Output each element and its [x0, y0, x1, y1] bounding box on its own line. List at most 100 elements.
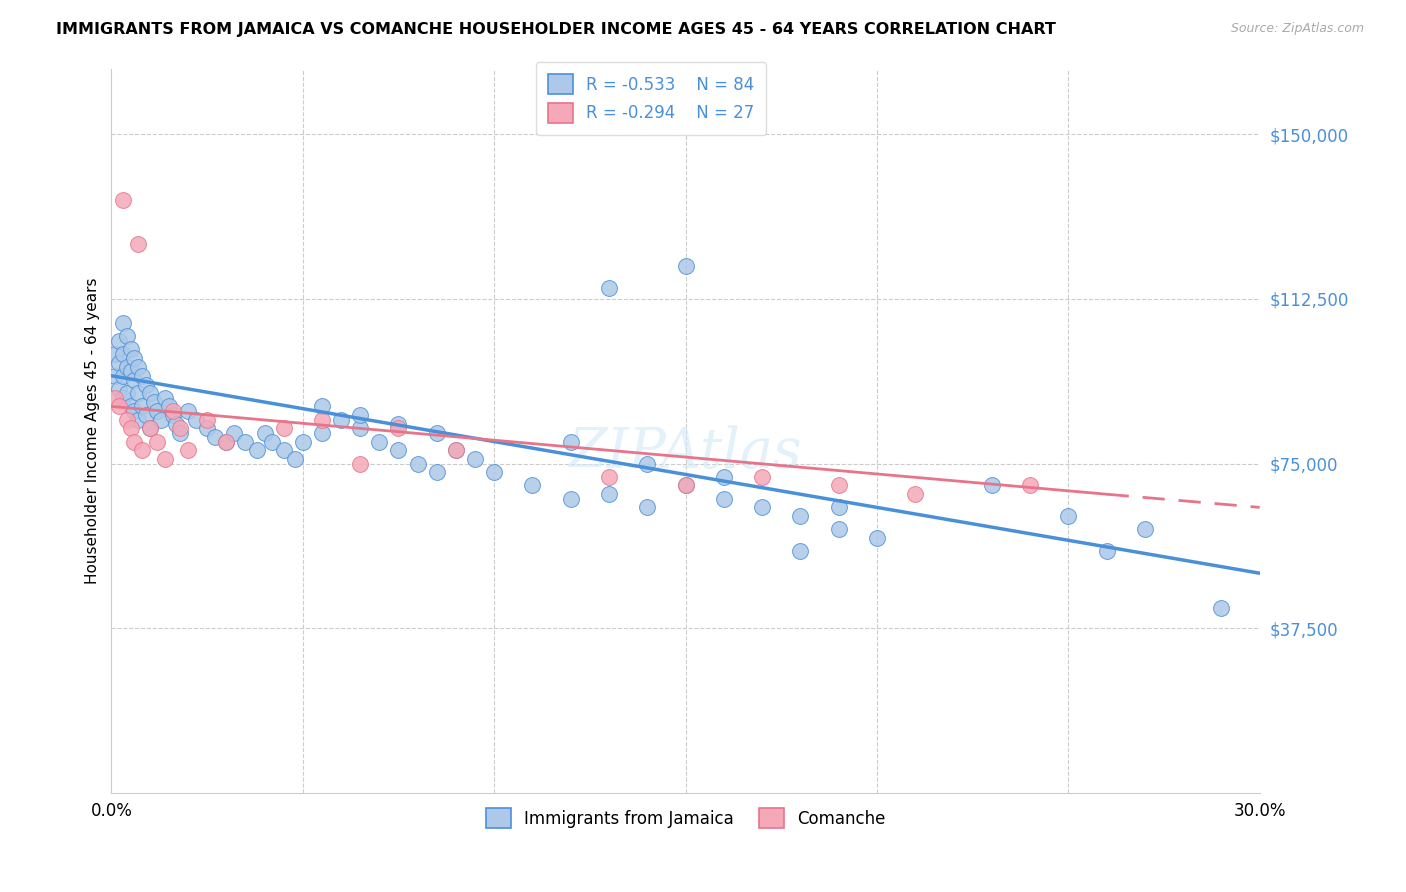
Point: [124, 404, 146, 418]
Point: [177, 443, 200, 458]
Point: [195, 421, 218, 435]
Point: [108, 400, 131, 414]
Point: [127, 359, 149, 374]
Point: [387, 443, 409, 458]
Point: [291, 434, 314, 449]
Point: [426, 425, 449, 440]
Legend: Immigrants from Jamaica, Comanche: Immigrants from Jamaica, Comanche: [479, 801, 893, 835]
Point: [789, 509, 811, 524]
Point: [273, 421, 295, 435]
Point: [522, 478, 544, 492]
Point: [104, 391, 127, 405]
Point: [111, 193, 134, 207]
Point: [104, 347, 127, 361]
Point: [127, 412, 149, 426]
Point: [177, 404, 200, 418]
Point: [142, 395, 165, 409]
Point: [120, 421, 142, 435]
Point: [387, 417, 409, 431]
Point: [153, 391, 176, 405]
Point: [124, 434, 146, 449]
Point: [215, 434, 238, 449]
Point: [124, 351, 146, 366]
Point: [284, 452, 307, 467]
Point: [104, 368, 127, 383]
Point: [169, 425, 191, 440]
Point: [135, 409, 157, 423]
Point: [675, 478, 697, 492]
Point: [273, 443, 295, 458]
Point: [1019, 478, 1042, 492]
Point: [215, 434, 238, 449]
Point: [980, 478, 1002, 492]
Point: [406, 457, 429, 471]
Point: [138, 386, 160, 401]
Point: [598, 469, 620, 483]
Point: [222, 425, 245, 440]
Point: [246, 443, 269, 458]
Point: [204, 430, 226, 444]
Point: [444, 443, 467, 458]
Point: [1057, 509, 1080, 524]
Point: [115, 329, 138, 343]
Point: [636, 500, 658, 515]
Point: [1095, 544, 1118, 558]
Point: [111, 368, 134, 383]
Point: [162, 404, 184, 418]
Point: [124, 373, 146, 387]
Point: [127, 237, 149, 252]
Point: [138, 421, 160, 435]
Point: [368, 434, 391, 449]
Point: [311, 412, 333, 426]
Point: [827, 500, 849, 515]
Point: [169, 421, 191, 435]
Point: [120, 364, 142, 378]
Point: [131, 368, 153, 383]
Point: [146, 404, 169, 418]
Point: [262, 434, 284, 449]
Point: [482, 465, 505, 479]
Point: [138, 421, 160, 435]
Point: [789, 544, 811, 558]
Y-axis label: Householder Income Ages 45 - 64 years: Householder Income Ages 45 - 64 years: [86, 277, 100, 584]
Point: [115, 412, 138, 426]
Point: [311, 400, 333, 414]
Point: [1133, 522, 1156, 536]
Point: [120, 400, 142, 414]
Point: [111, 316, 134, 330]
Text: ZIPAtlas: ZIPAtlas: [569, 425, 803, 480]
Point: [135, 377, 157, 392]
Point: [904, 487, 927, 501]
Point: [108, 382, 131, 396]
Point: [184, 412, 207, 426]
Point: [150, 412, 173, 426]
Point: [235, 434, 257, 449]
Point: [444, 443, 467, 458]
Point: [827, 478, 849, 492]
Point: [111, 391, 134, 405]
Point: [349, 457, 371, 471]
Point: [387, 421, 409, 435]
Point: [713, 469, 735, 483]
Point: [426, 465, 449, 479]
Point: [153, 452, 176, 467]
Point: [108, 334, 131, 348]
Point: [675, 478, 697, 492]
Text: IMMIGRANTS FROM JAMAICA VS COMANCHE HOUSEHOLDER INCOME AGES 45 - 64 YEARS CORREL: IMMIGRANTS FROM JAMAICA VS COMANCHE HOUS…: [56, 22, 1056, 37]
Point: [598, 281, 620, 295]
Point: [349, 421, 371, 435]
Point: [253, 425, 276, 440]
Point: [751, 469, 773, 483]
Point: [1211, 601, 1233, 615]
Point: [675, 259, 697, 273]
Point: [866, 531, 889, 545]
Point: [464, 452, 486, 467]
Point: [598, 487, 620, 501]
Point: [146, 434, 169, 449]
Point: [713, 491, 735, 506]
Point: [131, 400, 153, 414]
Point: [162, 409, 184, 423]
Point: [330, 412, 353, 426]
Point: [166, 417, 188, 431]
Point: [131, 443, 153, 458]
